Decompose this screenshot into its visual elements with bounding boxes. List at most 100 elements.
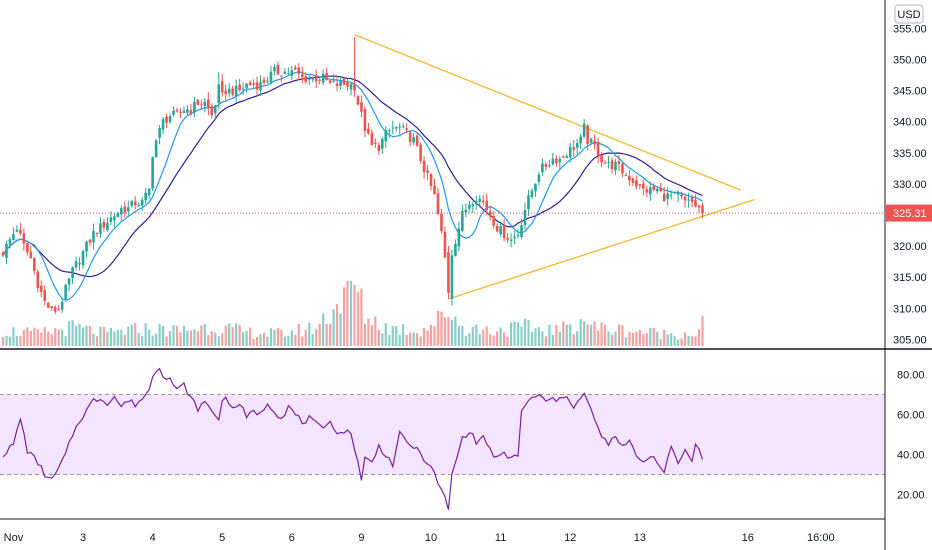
- volume-bar: [168, 331, 172, 346]
- candle-body: [154, 140, 158, 158]
- volume-bar: [450, 320, 454, 346]
- candle-body: [290, 70, 294, 76]
- volume-bar: [638, 330, 641, 346]
- volume-bar: [551, 334, 554, 346]
- volume-bar: [231, 327, 234, 346]
- candle-body: [648, 187, 652, 195]
- candle-body: [426, 170, 429, 173]
- candle-body: [95, 232, 99, 234]
- candle-body: [304, 76, 308, 82]
- candle-body: [67, 278, 71, 285]
- candle-body: [252, 83, 255, 85]
- volume-bar: [349, 281, 353, 346]
- candle-body: [328, 80, 332, 83]
- volume-bar: [182, 325, 186, 346]
- volume-bar: [113, 331, 116, 346]
- volume-bar: [443, 317, 447, 346]
- currency-badge[interactable]: USD: [894, 4, 924, 24]
- candle-body: [321, 73, 325, 83]
- trendline[interactable]: [354, 34, 742, 191]
- candle-body: [203, 101, 207, 107]
- time-tick-label: 5: [219, 532, 225, 544]
- rsi-tick-label: 80.00: [897, 370, 925, 382]
- volume-bar: [217, 336, 220, 346]
- candle-body: [555, 158, 558, 164]
- candle-body: [534, 183, 537, 192]
- volume-bar: [409, 332, 412, 346]
- volume-bar: [99, 326, 102, 346]
- volume-bar: [297, 324, 300, 346]
- candle-body: [46, 302, 50, 308]
- time-axis[interactable]: Nov 3 4 5 6 9 10 11 12 13 16 16:00: [4, 532, 835, 544]
- volume-bar: [214, 332, 217, 346]
- volume-bar: [534, 328, 537, 346]
- currency-badge-text: USD: [897, 9, 920, 21]
- candle-body: [471, 204, 475, 207]
- ma-fast-line: [2, 71, 703, 302]
- price-axis[interactable]: 355.00 350.00 345.00 340.00 335.00 330.00 325.…: [893, 23, 927, 346]
- volume-bar: [360, 288, 363, 346]
- volume-bar: [683, 332, 687, 346]
- volume-bar: [422, 327, 426, 346]
- candle-body: [683, 196, 687, 201]
- candle-body: [353, 84, 356, 91]
- candle-body: [245, 83, 248, 88]
- candle-body: [433, 185, 436, 195]
- candle-body: [15, 229, 19, 232]
- candle-body: [377, 144, 381, 151]
- rsi-pane[interactable]: [0, 367, 885, 510]
- candle-body: [440, 213, 443, 232]
- volume-bar: [165, 336, 168, 346]
- volume-bar: [621, 325, 624, 346]
- volume-bar: [471, 326, 474, 346]
- candle-body: [488, 211, 492, 217]
- volume-bar: [377, 329, 380, 346]
- candle-body: [231, 88, 234, 95]
- volume-bar: [649, 327, 652, 346]
- volume-bar: [92, 333, 95, 346]
- candle-body: [123, 206, 127, 213]
- candle-body: [99, 223, 102, 234]
- rsi-band: [0, 394, 885, 475]
- trendline[interactable]: [448, 198, 755, 300]
- volume-bar: [381, 333, 384, 346]
- candle-body: [662, 193, 666, 202]
- rsi-axis[interactable]: 80.00 60.00 40.00 20.00: [897, 370, 925, 502]
- candle-body: [422, 160, 426, 172]
- price-tick-label: 305.00: [893, 334, 927, 346]
- volume-bar: [207, 335, 210, 346]
- volume-bar: [311, 333, 314, 346]
- volume-bar: [593, 321, 596, 346]
- volume-bar: [596, 330, 600, 346]
- price-pane[interactable]: [0, 34, 885, 346]
- time-tick-label: 6: [289, 532, 295, 544]
- trend-lines[interactable]: [354, 34, 755, 300]
- candle-body: [140, 199, 144, 206]
- candle-body: [360, 102, 363, 112]
- candle-body: [666, 193, 669, 200]
- ma-slow-line: [2, 75, 703, 278]
- volume-bar: [690, 336, 694, 346]
- rsi-tick-label: 40.00: [897, 450, 925, 462]
- volume-bar: [506, 336, 509, 346]
- candle-body: [374, 142, 377, 144]
- candle-body: [495, 225, 499, 232]
- candle-body: [234, 85, 238, 97]
- candle-body: [133, 201, 137, 206]
- volume-bar: [388, 334, 391, 346]
- volume-bar: [235, 323, 238, 346]
- volume-bar: [1, 337, 5, 346]
- candle-body: [652, 186, 656, 191]
- volume-bar: [36, 329, 39, 346]
- volume-bar: [461, 326, 464, 346]
- candle-body: [384, 129, 388, 142]
- candle-body: [593, 140, 596, 145]
- candle-body: [572, 147, 576, 150]
- volume-bar: [287, 335, 290, 346]
- candle-body: [454, 243, 457, 256]
- candle-body: [151, 156, 154, 189]
- volume-bar: [367, 318, 370, 346]
- volume-bar: [325, 323, 328, 346]
- volume-bar: [155, 333, 158, 346]
